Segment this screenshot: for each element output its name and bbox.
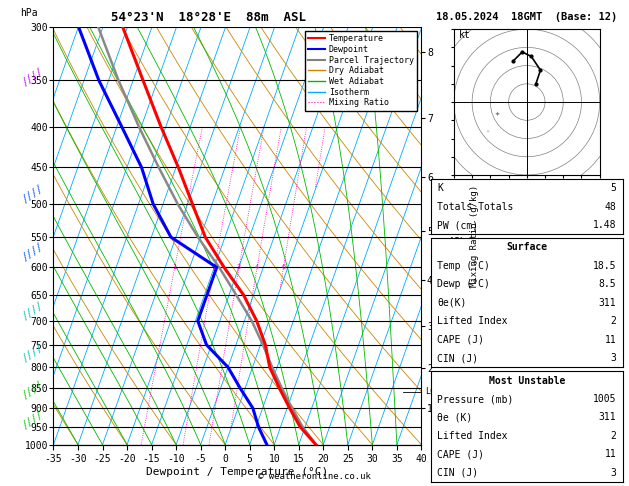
Text: Lifted Index: Lifted Index: [437, 431, 508, 441]
Text: © weatheronline.co.uk: © weatheronline.co.uk: [258, 472, 371, 481]
Text: Temp (°C): Temp (°C): [437, 261, 490, 271]
Text: CIN (J): CIN (J): [437, 468, 478, 478]
Text: Most Unstable: Most Unstable: [489, 376, 565, 385]
Text: ////: ////: [20, 380, 45, 401]
Text: θe(K): θe(K): [437, 298, 467, 308]
Text: 1.48: 1.48: [593, 220, 616, 230]
Text: 2: 2: [213, 264, 216, 270]
Text: 1: 1: [172, 264, 177, 270]
Text: 8.5: 8.5: [599, 279, 616, 289]
Text: CAPE (J): CAPE (J): [437, 335, 484, 345]
Text: LCL: LCL: [425, 387, 440, 396]
X-axis label: Dewpoint / Temperature (°C): Dewpoint / Temperature (°C): [147, 467, 328, 477]
Text: ////: ////: [20, 300, 45, 322]
Text: 311: 311: [599, 413, 616, 422]
Text: ////: ////: [20, 242, 45, 263]
Text: 11: 11: [604, 335, 616, 345]
Text: 18.5: 18.5: [593, 261, 616, 271]
Text: 48: 48: [604, 202, 616, 211]
Text: CAPE (J): CAPE (J): [437, 450, 484, 459]
Text: 5: 5: [611, 183, 616, 193]
Text: 18.05.2024  18GMT  (Base: 12): 18.05.2024 18GMT (Base: 12): [436, 12, 618, 22]
Text: Totals Totals: Totals Totals: [437, 202, 513, 211]
Text: hPa: hPa: [20, 8, 38, 18]
Text: ✦: ✦: [495, 109, 500, 118]
Text: 4: 4: [255, 264, 259, 270]
Text: PW (cm): PW (cm): [437, 220, 478, 230]
Text: kt: kt: [459, 30, 470, 40]
Text: ////: ////: [20, 66, 45, 87]
Text: K: K: [437, 183, 443, 193]
Text: ////: ////: [20, 409, 45, 431]
Text: 1005: 1005: [593, 394, 616, 404]
Text: Dewp (°C): Dewp (°C): [437, 279, 490, 289]
Text: CIN (J): CIN (J): [437, 353, 478, 363]
Text: 3: 3: [611, 353, 616, 363]
Text: 2: 2: [611, 431, 616, 441]
Text: Mixing Ratio (g/kg): Mixing Ratio (g/kg): [470, 185, 479, 287]
Text: ////: ////: [20, 342, 45, 364]
Text: 6: 6: [281, 264, 286, 270]
Text: ////: ////: [20, 183, 45, 205]
Text: Pressure (mb): Pressure (mb): [437, 394, 513, 404]
Legend: Temperature, Dewpoint, Parcel Trajectory, Dry Adiabat, Wet Adiabat, Isotherm, Mi: Temperature, Dewpoint, Parcel Trajectory…: [305, 31, 417, 110]
Text: 2: 2: [611, 316, 616, 326]
Text: 311: 311: [599, 298, 616, 308]
Title: 54°23'N  18°28'E  88m  ASL: 54°23'N 18°28'E 88m ASL: [111, 11, 306, 24]
Text: Lifted Index: Lifted Index: [437, 316, 508, 326]
Text: ✦: ✦: [486, 129, 490, 135]
Text: Surface: Surface: [506, 243, 547, 252]
Text: 3: 3: [611, 468, 616, 478]
Text: θe (K): θe (K): [437, 413, 472, 422]
Text: 11: 11: [604, 450, 616, 459]
Y-axis label: km
ASL: km ASL: [449, 225, 467, 246]
Text: 3: 3: [237, 264, 241, 270]
